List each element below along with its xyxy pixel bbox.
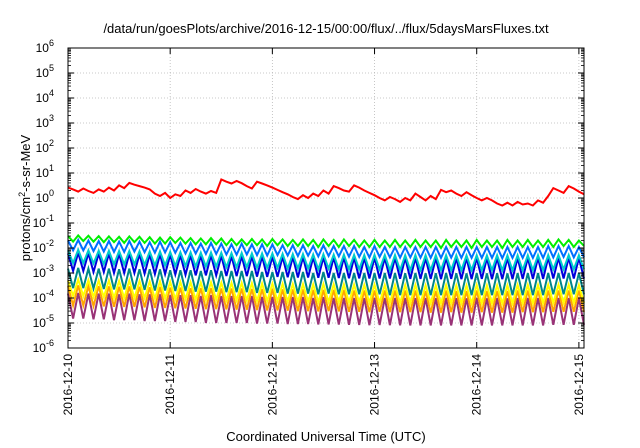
x-tick-label: 2016-12-10 [61, 354, 75, 416]
x-tick-label: 2016-12-12 [265, 354, 279, 416]
y-axis-label: protons/cm2-s-sr-MeV [17, 134, 33, 261]
x-tick-label: 2016-12-14 [470, 354, 484, 416]
y-tick-label: 10-3 [33, 263, 54, 280]
series-line-6 [67, 264, 585, 296]
series-line-2 [67, 233, 585, 250]
x-tick-labels: 2016-12-10 2016-12-11 2016-12-12 2016-12-13… [61, 354, 586, 416]
y-tick-label: 10-5 [33, 313, 54, 330]
y-axis-label-sup: 2 [17, 192, 27, 197]
series-lines [67, 178, 585, 326]
series-line-1 [67, 178, 585, 207]
series-line-5 [67, 248, 585, 280]
x-tick-label: 2016-12-11 [163, 354, 177, 415]
y-axis-label-base: protons/cm [18, 197, 33, 261]
y-tick-label: 10-6 [33, 338, 54, 355]
y-tick-label: 103 [36, 113, 54, 130]
y-tick-label: 10-1 [33, 213, 54, 230]
x-tick-label: 2016-12-13 [368, 354, 382, 416]
y-tick-label: 10-2 [33, 238, 54, 255]
y-tick-label: 10-4 [33, 288, 54, 305]
axis-ticks [67, 47, 584, 349]
y-axis-label-rest: -s-sr-MeV [18, 134, 33, 191]
series-line-7 [67, 276, 585, 308]
y-tick-label: 100 [36, 188, 54, 205]
y-tick-label: 106 [36, 38, 54, 55]
series-line-8 [67, 282, 585, 313]
x-tick-label: 2016-12-15 [572, 354, 586, 416]
series-line-9 [67, 292, 585, 326]
x-axis-label: Coordinated Universal Time (UTC) [226, 429, 425, 444]
y-tick-label: 101 [36, 163, 54, 180]
series-line-3 [67, 237, 585, 261]
y-tick-label: 102 [36, 138, 54, 155]
chart-title: /data/run/goesPlots/archive/2016-12-15/0… [103, 21, 549, 36]
y-tick-label: 105 [36, 63, 54, 80]
y-tick-label: 104 [36, 88, 54, 105]
series-line-4 [67, 247, 585, 274]
y-tick-labels: 10-6 10-5 10-4 10-3 10-2 10-1 100 101 102 103 104 1… [33, 38, 54, 355]
